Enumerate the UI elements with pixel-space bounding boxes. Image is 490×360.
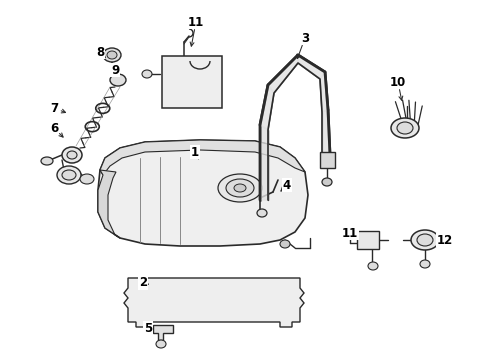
Text: 5: 5 — [144, 321, 152, 334]
Ellipse shape — [103, 48, 121, 62]
Polygon shape — [162, 56, 222, 108]
Ellipse shape — [257, 209, 267, 217]
Text: 11: 11 — [188, 15, 204, 28]
Polygon shape — [322, 110, 330, 155]
Ellipse shape — [397, 122, 413, 134]
Ellipse shape — [391, 118, 419, 138]
Text: 9: 9 — [111, 63, 119, 77]
Polygon shape — [260, 125, 268, 200]
Ellipse shape — [218, 174, 262, 202]
Text: 4: 4 — [283, 179, 291, 192]
Polygon shape — [268, 55, 298, 93]
Text: 2: 2 — [139, 276, 147, 289]
Ellipse shape — [417, 234, 433, 246]
Ellipse shape — [107, 51, 117, 59]
Polygon shape — [98, 170, 120, 238]
Text: 7: 7 — [50, 102, 58, 114]
Polygon shape — [298, 55, 325, 79]
Ellipse shape — [62, 147, 82, 163]
Ellipse shape — [67, 151, 77, 159]
Ellipse shape — [41, 157, 53, 165]
Text: 10: 10 — [390, 76, 406, 89]
Polygon shape — [98, 140, 308, 246]
Polygon shape — [100, 140, 305, 175]
Ellipse shape — [234, 184, 246, 192]
Ellipse shape — [57, 166, 81, 184]
Ellipse shape — [110, 74, 126, 86]
Ellipse shape — [420, 260, 430, 268]
Polygon shape — [357, 231, 379, 249]
Polygon shape — [153, 325, 173, 340]
Ellipse shape — [411, 230, 439, 250]
Ellipse shape — [280, 240, 290, 248]
Ellipse shape — [226, 179, 254, 197]
Polygon shape — [124, 278, 304, 327]
Text: 12: 12 — [437, 234, 453, 247]
Polygon shape — [320, 152, 335, 168]
Ellipse shape — [322, 178, 332, 186]
Ellipse shape — [368, 262, 378, 270]
Text: 6: 6 — [50, 122, 58, 135]
Ellipse shape — [156, 340, 166, 348]
Polygon shape — [320, 72, 328, 112]
Text: 8: 8 — [96, 45, 104, 59]
Text: 1: 1 — [191, 145, 199, 158]
Ellipse shape — [62, 170, 76, 180]
Text: 11: 11 — [342, 226, 358, 239]
Text: 3: 3 — [301, 32, 309, 45]
Ellipse shape — [80, 174, 94, 184]
Ellipse shape — [142, 70, 152, 78]
Polygon shape — [260, 85, 274, 130]
